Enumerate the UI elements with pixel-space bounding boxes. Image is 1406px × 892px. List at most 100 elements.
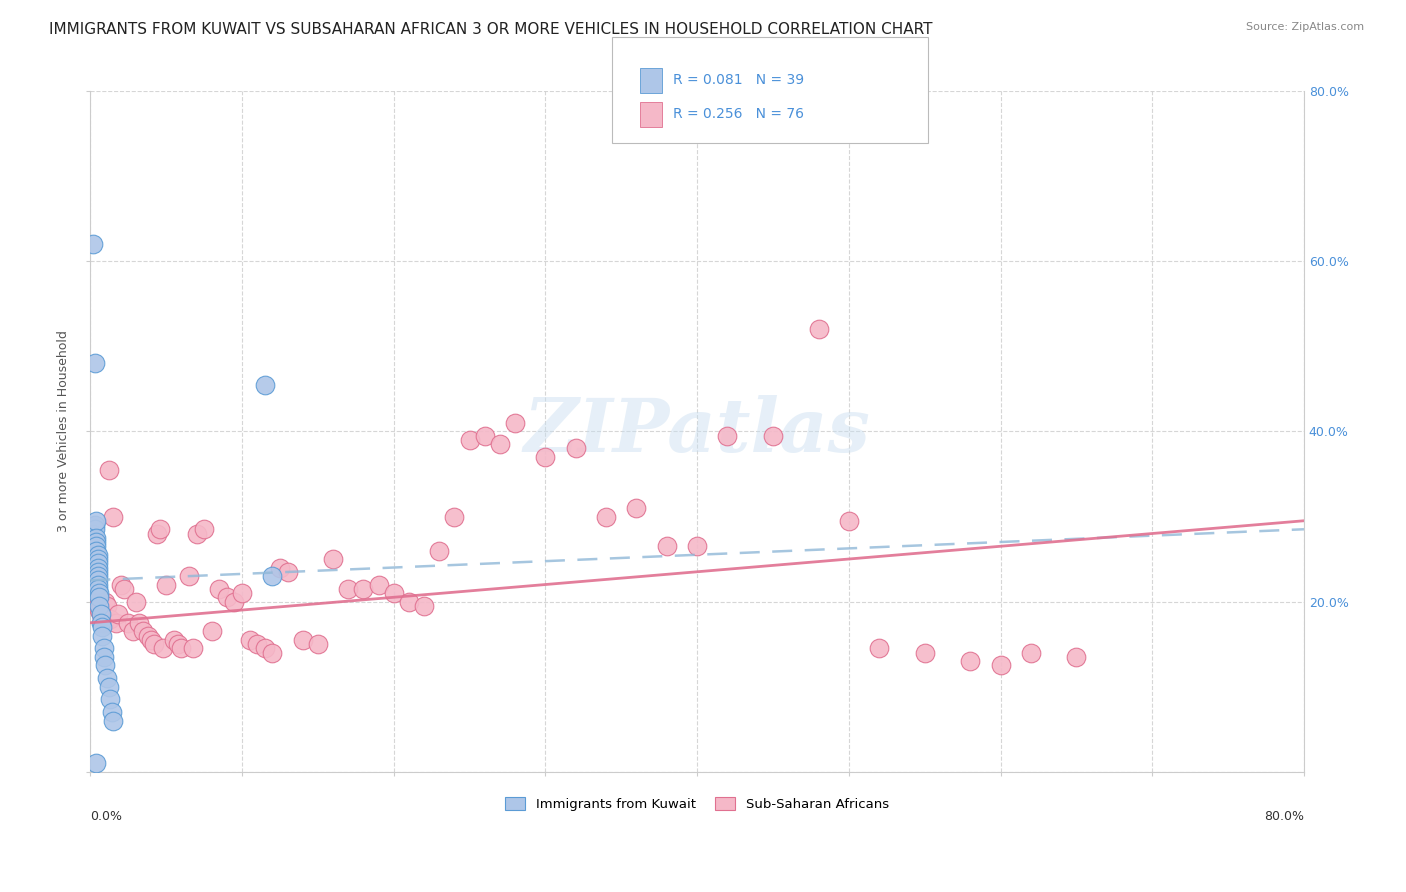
- Point: [90, 615, 112, 630]
- Point: [96, 599, 118, 613]
- Point: [215, 591, 238, 605]
- Text: R = 0.081   N = 39: R = 0.081 N = 39: [673, 73, 804, 87]
- Point: [716, 428, 738, 442]
- Text: 0.0%: 0.0%: [90, 811, 122, 823]
- Point: [91, 628, 114, 642]
- Point: [86, 535, 108, 549]
- Point: [89, 586, 111, 600]
- Point: [626, 501, 648, 516]
- Point: [87, 565, 110, 579]
- Point: [398, 594, 420, 608]
- Point: [87, 577, 110, 591]
- Point: [136, 628, 159, 642]
- Point: [83, 518, 105, 533]
- Point: [97, 463, 120, 477]
- Point: [868, 641, 890, 656]
- Point: [121, 624, 143, 639]
- Point: [110, 577, 132, 591]
- Point: [367, 577, 389, 591]
- Point: [291, 632, 314, 647]
- Point: [89, 599, 111, 613]
- Point: [107, 607, 129, 622]
- Point: [101, 714, 124, 728]
- Point: [262, 569, 284, 583]
- Point: [458, 433, 481, 447]
- Point: [224, 594, 246, 608]
- Point: [86, 594, 108, 608]
- Point: [201, 624, 224, 639]
- Point: [125, 594, 148, 608]
- Point: [87, 560, 110, 574]
- Point: [87, 552, 110, 566]
- Point: [143, 637, 166, 651]
- Point: [177, 569, 200, 583]
- Point: [86, 539, 108, 553]
- Point: [97, 680, 120, 694]
- Point: [246, 637, 269, 651]
- Point: [253, 377, 276, 392]
- Point: [86, 756, 108, 770]
- Point: [91, 611, 114, 625]
- Point: [100, 705, 122, 719]
- Point: [163, 632, 186, 647]
- Point: [277, 565, 299, 579]
- Point: [89, 591, 111, 605]
- Point: [87, 569, 110, 583]
- Point: [990, 658, 1012, 673]
- Point: [413, 599, 436, 613]
- Point: [1066, 649, 1088, 664]
- Point: [87, 582, 110, 596]
- Point: [87, 574, 110, 588]
- Point: [262, 646, 284, 660]
- Point: [155, 577, 177, 591]
- Point: [807, 322, 830, 336]
- Point: [105, 615, 128, 630]
- Point: [253, 641, 276, 656]
- Point: [112, 582, 135, 596]
- Text: ZIPatlas: ZIPatlas: [523, 395, 870, 467]
- Point: [655, 539, 678, 553]
- Point: [132, 624, 155, 639]
- Point: [186, 526, 208, 541]
- Point: [443, 509, 465, 524]
- Text: Source: ZipAtlas.com: Source: ZipAtlas.com: [1246, 22, 1364, 32]
- Point: [94, 658, 117, 673]
- Point: [96, 671, 118, 685]
- Point: [838, 514, 860, 528]
- Point: [90, 607, 112, 622]
- Point: [93, 649, 115, 664]
- Point: [170, 641, 193, 656]
- Point: [83, 522, 105, 536]
- Legend: Immigrants from Kuwait, Sub-Saharan Africans: Immigrants from Kuwait, Sub-Saharan Afri…: [501, 791, 894, 816]
- Point: [595, 509, 617, 524]
- Point: [83, 535, 105, 549]
- Point: [152, 641, 174, 656]
- Point: [83, 356, 105, 370]
- Point: [117, 615, 139, 630]
- Y-axis label: 3 or more Vehicles in Household: 3 or more Vehicles in Household: [58, 331, 70, 533]
- Point: [352, 582, 374, 596]
- Point: [1019, 646, 1042, 660]
- Point: [322, 552, 344, 566]
- Point: [94, 594, 117, 608]
- Point: [239, 632, 262, 647]
- Point: [128, 615, 150, 630]
- Point: [686, 539, 709, 553]
- Point: [87, 556, 110, 570]
- Point: [231, 586, 253, 600]
- Point: [427, 543, 450, 558]
- Point: [82, 237, 104, 252]
- Point: [82, 548, 104, 562]
- Point: [86, 543, 108, 558]
- Point: [90, 607, 112, 622]
- Point: [337, 582, 360, 596]
- Point: [208, 582, 231, 596]
- Point: [565, 442, 588, 456]
- Text: IMMIGRANTS FROM KUWAIT VS SUBSAHARAN AFRICAN 3 OR MORE VEHICLES IN HOUSEHOLD COR: IMMIGRANTS FROM KUWAIT VS SUBSAHARAN AFR…: [49, 22, 932, 37]
- Point: [93, 641, 115, 656]
- Point: [101, 509, 124, 524]
- Text: 80.0%: 80.0%: [1264, 811, 1303, 823]
- Point: [503, 416, 526, 430]
- Point: [193, 522, 215, 536]
- Point: [149, 522, 172, 536]
